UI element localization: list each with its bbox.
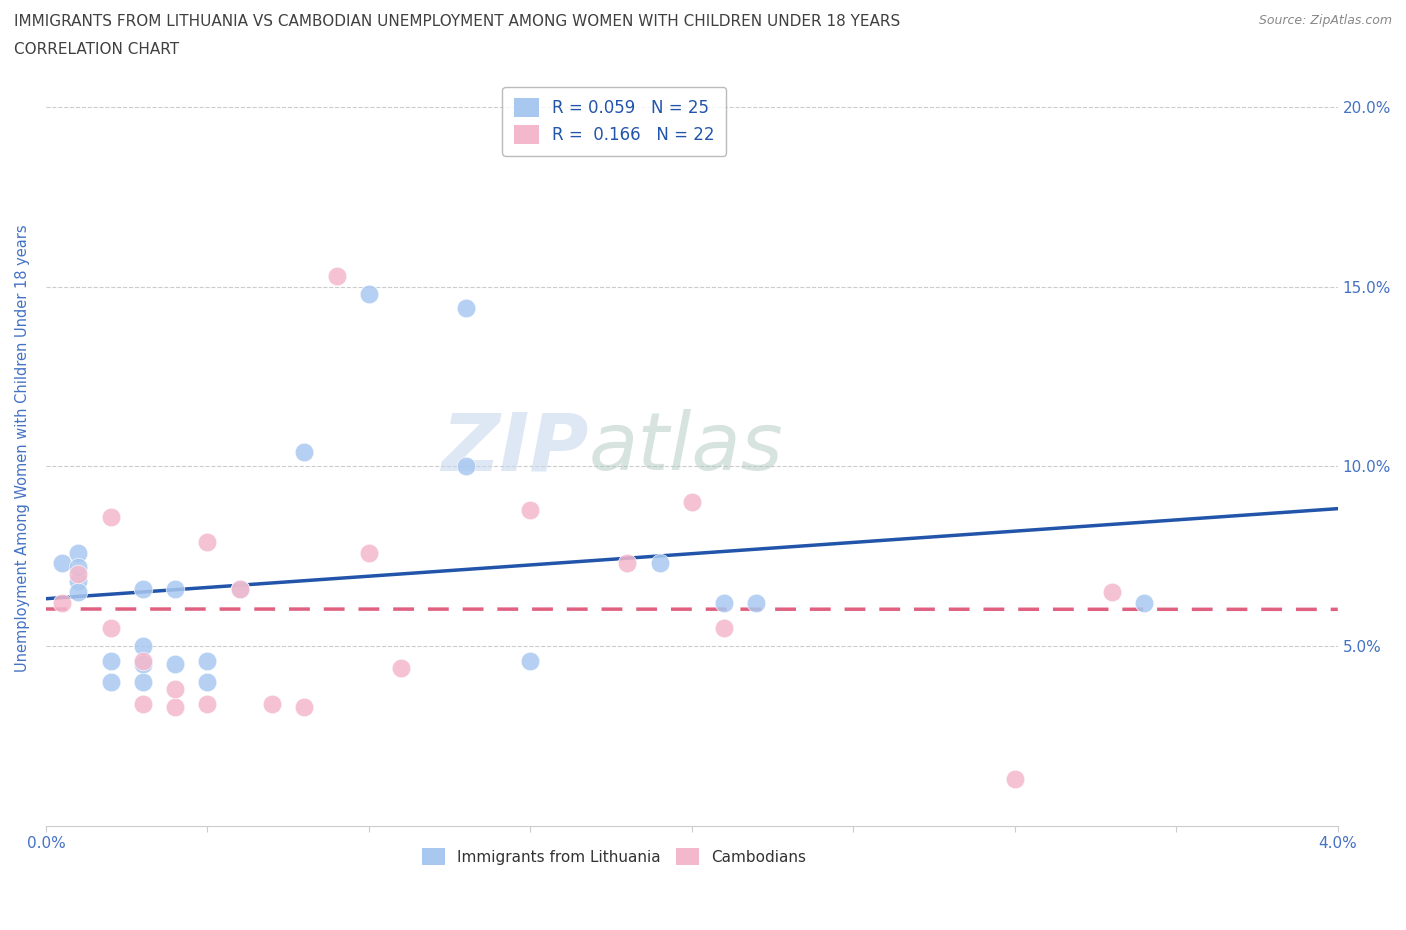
Point	[454, 458, 477, 473]
Point	[100, 675, 122, 690]
Text: CORRELATION CHART: CORRELATION CHART	[14, 42, 179, 57]
Point	[51, 595, 73, 610]
Point	[132, 581, 155, 596]
Point	[357, 545, 380, 560]
Point	[325, 269, 347, 284]
Point	[100, 653, 122, 668]
Point	[51, 556, 73, 571]
Point	[165, 682, 187, 697]
Point	[1004, 772, 1026, 787]
Point	[454, 300, 477, 315]
Point	[67, 585, 90, 600]
Point	[197, 653, 219, 668]
Point	[745, 595, 768, 610]
Point	[132, 657, 155, 671]
Point	[681, 495, 703, 510]
Text: Source: ZipAtlas.com: Source: ZipAtlas.com	[1258, 14, 1392, 27]
Point	[165, 581, 187, 596]
Point	[229, 581, 252, 596]
Legend: Immigrants from Lithuania, Cambodians: Immigrants from Lithuania, Cambodians	[416, 843, 813, 871]
Point	[519, 653, 541, 668]
Point	[67, 545, 90, 560]
Point	[197, 535, 219, 550]
Point	[389, 660, 412, 675]
Point	[260, 697, 283, 711]
Point	[132, 653, 155, 668]
Point	[67, 566, 90, 581]
Text: IMMIGRANTS FROM LITHUANIA VS CAMBODIAN UNEMPLOYMENT AMONG WOMEN WITH CHILDREN UN: IMMIGRANTS FROM LITHUANIA VS CAMBODIAN U…	[14, 14, 900, 29]
Point	[1101, 585, 1123, 600]
Point	[67, 574, 90, 589]
Point	[229, 581, 252, 596]
Point	[100, 621, 122, 636]
Point	[132, 675, 155, 690]
Point	[616, 556, 638, 571]
Y-axis label: Unemployment Among Women with Children Under 18 years: Unemployment Among Women with Children U…	[15, 224, 30, 672]
Point	[292, 700, 315, 715]
Point	[713, 621, 735, 636]
Point	[197, 675, 219, 690]
Point	[67, 560, 90, 575]
Point	[100, 510, 122, 525]
Point	[132, 639, 155, 654]
Point	[648, 556, 671, 571]
Point	[357, 286, 380, 301]
Text: ZIP: ZIP	[441, 409, 589, 487]
Point	[519, 502, 541, 517]
Point	[292, 445, 315, 459]
Point	[197, 697, 219, 711]
Point	[1133, 595, 1156, 610]
Point	[713, 595, 735, 610]
Text: atlas: atlas	[589, 409, 783, 487]
Point	[165, 700, 187, 715]
Point	[132, 697, 155, 711]
Point	[165, 657, 187, 671]
